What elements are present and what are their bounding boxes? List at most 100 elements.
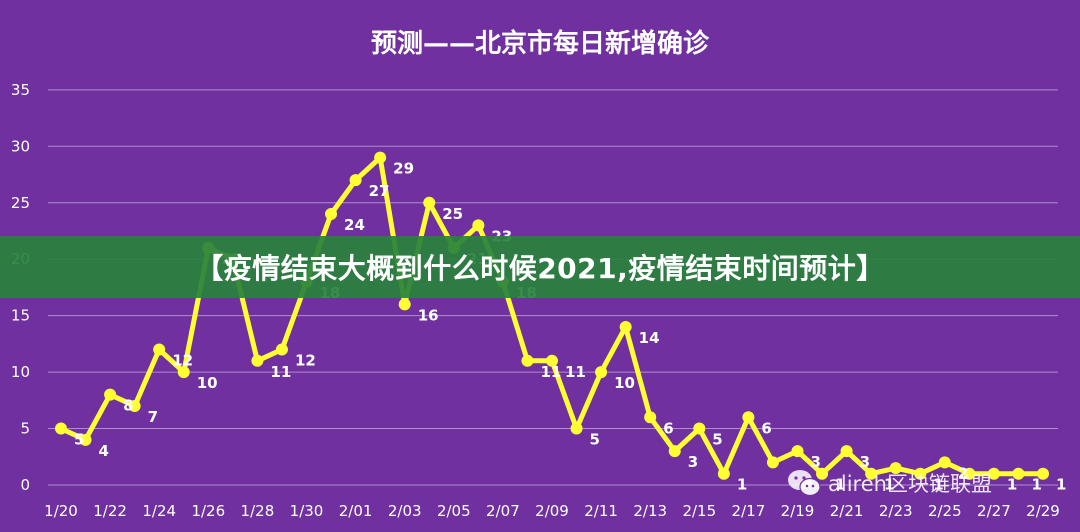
y-tick-label: 15 xyxy=(11,307,30,325)
data-point xyxy=(570,422,583,435)
y-tick-label: 5 xyxy=(20,420,30,438)
y-tick-label: 10 xyxy=(11,363,30,381)
data-label: 3 xyxy=(811,453,821,471)
data-label: 6 xyxy=(761,419,771,437)
data-point xyxy=(644,411,657,424)
x-tick-label: 1/24 xyxy=(142,502,176,520)
watermark-text: alireh区块链联盟 xyxy=(828,472,992,496)
data-label: 12 xyxy=(172,352,193,370)
data-point xyxy=(963,467,976,480)
x-tick-label: 2/07 xyxy=(486,502,520,520)
data-point xyxy=(128,399,141,412)
data-label: 12 xyxy=(295,352,316,370)
data-label: 5 xyxy=(590,431,600,449)
data-point xyxy=(1012,467,1025,480)
data-point xyxy=(595,366,608,379)
data-point xyxy=(693,422,706,435)
x-tick-label: 2/25 xyxy=(928,502,962,520)
data-label: 1 xyxy=(737,476,747,494)
x-tick-label: 2/05 xyxy=(437,502,471,520)
data-label: 3 xyxy=(860,453,870,471)
data-point xyxy=(766,456,779,469)
data-point xyxy=(816,467,829,480)
x-tick-label: 2/15 xyxy=(682,502,716,520)
data-label: 27 xyxy=(369,182,390,200)
data-point xyxy=(914,467,927,480)
x-tick-label: 2/03 xyxy=(388,502,422,520)
data-label: 8 xyxy=(123,397,133,415)
x-tick-label: 1/28 xyxy=(241,502,275,520)
data-point xyxy=(791,445,804,458)
data-point xyxy=(153,343,166,356)
data-label: 5 xyxy=(712,431,722,449)
x-tick-label: 1/30 xyxy=(290,502,324,520)
data-label: 1 xyxy=(1007,476,1017,494)
data-point xyxy=(398,298,411,311)
data-point xyxy=(742,411,755,424)
chart-title: 预测——北京市每日新增确诊 xyxy=(371,28,710,59)
x-tick-label: 1/26 xyxy=(191,502,225,520)
data-label: 14 xyxy=(639,329,660,347)
data-point xyxy=(423,196,436,209)
data-point xyxy=(472,219,485,232)
x-tick-label: 1/20 xyxy=(44,502,78,520)
data-point xyxy=(349,174,362,187)
x-tick-label: 1/22 xyxy=(93,502,127,520)
y-tick-label: 30 xyxy=(11,137,30,155)
data-label: 2 xyxy=(958,464,968,482)
x-tick-label: 2/27 xyxy=(977,502,1011,520)
data-label: 11 xyxy=(565,363,586,381)
data-point xyxy=(938,456,951,469)
data-label: 11 xyxy=(540,363,561,381)
data-label: 5 xyxy=(74,431,84,449)
x-tick-label: 2/19 xyxy=(781,502,815,520)
data-point xyxy=(79,433,92,446)
y-tick-label: 0 xyxy=(20,476,30,494)
data-point xyxy=(177,366,190,379)
x-tick-label: 2/17 xyxy=(732,502,766,520)
data-point xyxy=(987,467,1000,480)
data-point xyxy=(325,208,338,221)
data-label: 16 xyxy=(418,306,439,324)
x-tick-label: 2/09 xyxy=(535,502,569,520)
grid-lines xyxy=(48,89,1058,486)
x-tick-label: 2/29 xyxy=(1026,502,1060,520)
watermark: alireh区块链联盟 xyxy=(786,468,992,498)
data-label: 3 xyxy=(688,453,698,471)
data-label: 1 xyxy=(884,476,894,494)
data-label: 25 xyxy=(442,205,463,223)
data-label: 4 xyxy=(99,442,109,460)
data-label: 1 xyxy=(835,476,845,494)
wechat-icon xyxy=(788,470,821,497)
data-point xyxy=(546,354,558,367)
data-point xyxy=(104,388,117,401)
title-banner: 【疫情结束大概到什么时候2021,疫情结束时间预计】 xyxy=(0,236,1080,298)
x-tick-label: 2/01 xyxy=(339,502,373,520)
data-point xyxy=(251,354,264,367)
data-point xyxy=(668,445,681,458)
data-label: 1 xyxy=(1056,476,1066,494)
data-label: 1 xyxy=(1031,476,1041,494)
data-label: 11 xyxy=(270,363,291,381)
data-label: 1 xyxy=(933,476,943,494)
data-label: 29 xyxy=(393,160,414,178)
data-label: 10 xyxy=(197,374,218,392)
x-tick-label: 2/21 xyxy=(830,502,864,520)
data-point xyxy=(374,151,387,164)
data-point xyxy=(55,422,67,435)
data-point xyxy=(619,320,632,333)
data-label: 7 xyxy=(148,408,158,426)
x-tick-label: 2/13 xyxy=(633,502,667,520)
banner-text: 【疫情结束大概到什么时候2021,疫情结束时间预计】 xyxy=(195,252,885,285)
x-tick-label: 2/11 xyxy=(584,502,618,520)
x-axis-ticks: 1/20 1/22 1/24 1/26 1/28 1/30 2/01 2/03 2/05 2/07… xyxy=(44,502,1060,520)
data-label: 24 xyxy=(344,216,365,234)
data-point xyxy=(275,343,288,356)
y-tick-label: 25 xyxy=(11,194,30,212)
data-point xyxy=(1037,467,1049,480)
x-tick-label: 2/23 xyxy=(879,502,913,520)
data-labels: 5487121021111218242729162521231811115101… xyxy=(74,160,1066,494)
data-label: 10 xyxy=(614,374,635,392)
data-point xyxy=(865,467,878,480)
